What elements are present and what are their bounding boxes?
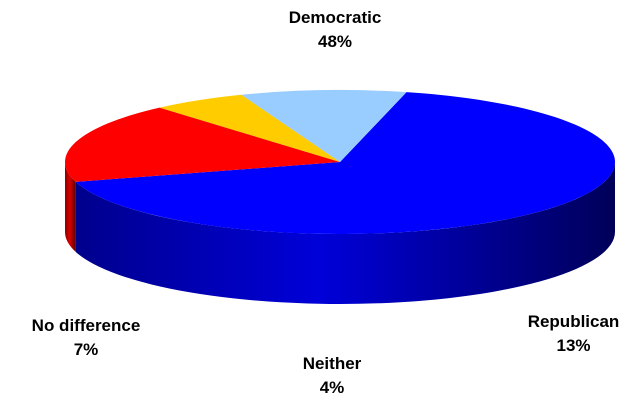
slice-name-no-difference: No difference [31, 316, 141, 335]
pie-slice-democratic [75, 92, 616, 235]
slice-value-neither: 4% [319, 378, 345, 397]
pie-side-democratic [75, 162, 616, 305]
slice-value-no-difference: 7% [73, 340, 99, 359]
slice-name-democratic: Democratic [288, 8, 382, 27]
slice-name-neither: Neither [302, 354, 362, 373]
pie-slice-neither [159, 94, 340, 162]
slice-value-republican: 13% [556, 336, 591, 355]
pie-slice-no-difference [241, 90, 407, 162]
slice-label-republican: Republican 13% [505, 310, 642, 358]
slice-label-no-difference: No difference 7% [6, 314, 166, 362]
slice-name-republican: Republican [527, 312, 620, 331]
pie-side-republican [65, 162, 76, 252]
pie-slice-republican [64, 107, 340, 182]
slice-label-neither: Neither 4% [272, 352, 392, 400]
slice-value-democratic: 48% [317, 32, 353, 51]
slice-label-democratic: Democratic 48% [255, 6, 415, 54]
